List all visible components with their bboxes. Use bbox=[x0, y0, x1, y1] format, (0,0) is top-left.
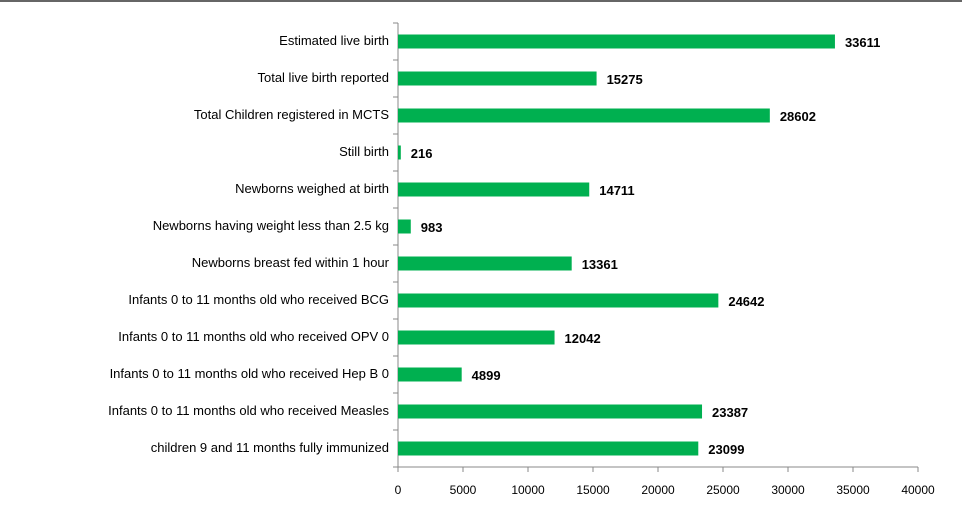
data-label: 12042 bbox=[565, 331, 601, 346]
y-tick-label: Still birth bbox=[339, 144, 389, 159]
data-label: 983 bbox=[421, 220, 443, 235]
x-tick-label: 30000 bbox=[771, 483, 805, 497]
y-tick-label: Infants 0 to 11 months old who received … bbox=[128, 292, 389, 307]
x-tick-label: 40000 bbox=[901, 483, 935, 497]
bar bbox=[398, 145, 401, 160]
y-tick-label: Infants 0 to 11 months old who received … bbox=[108, 403, 389, 418]
x-tick-label: 20000 bbox=[641, 483, 675, 497]
y-tick-label: Estimated live birth bbox=[279, 33, 389, 48]
bar bbox=[398, 256, 572, 271]
bar bbox=[398, 441, 699, 456]
data-label: 15275 bbox=[607, 72, 643, 87]
bar bbox=[398, 404, 703, 419]
y-tick-label: children 9 and 11 months fully immunized bbox=[151, 440, 389, 455]
bar bbox=[398, 108, 770, 123]
y-tick-label: Total live birth reported bbox=[257, 70, 389, 85]
y-tick-label: Newborns breast fed within 1 hour bbox=[192, 255, 390, 270]
data-label: 23099 bbox=[708, 442, 744, 457]
x-tick-label: 15000 bbox=[576, 483, 610, 497]
x-tick-label: 35000 bbox=[836, 483, 870, 497]
data-label: 23387 bbox=[712, 405, 748, 420]
y-tick-label: Infants 0 to 11 months old who received … bbox=[118, 329, 389, 344]
x-tick-label: 25000 bbox=[706, 483, 740, 497]
bar bbox=[398, 293, 719, 308]
y-tick-label: Infants 0 to 11 months old who received … bbox=[110, 366, 389, 381]
bar bbox=[398, 330, 555, 345]
bar bbox=[398, 34, 835, 49]
x-tick-label: 5000 bbox=[450, 483, 477, 497]
x-tick-label: 10000 bbox=[511, 483, 545, 497]
data-label: 14711 bbox=[599, 183, 634, 198]
x-tick-label: 0 bbox=[395, 483, 402, 497]
data-label: 13361 bbox=[582, 257, 618, 272]
bar bbox=[398, 71, 597, 86]
bar bbox=[398, 367, 462, 382]
y-tick-label: Total Children registered in MCTS bbox=[194, 107, 389, 122]
data-label: 33611 bbox=[845, 35, 880, 50]
bar bbox=[398, 182, 590, 197]
y-tick-label: Newborns having weight less than 2.5 kg bbox=[153, 218, 389, 233]
bar bbox=[398, 219, 411, 234]
data-label: 4899 bbox=[472, 368, 501, 383]
data-label: 216 bbox=[411, 146, 433, 161]
data-label: 28602 bbox=[780, 109, 816, 124]
y-tick-label: Newborns weighed at birth bbox=[235, 181, 389, 196]
data-label: 24642 bbox=[728, 294, 764, 309]
